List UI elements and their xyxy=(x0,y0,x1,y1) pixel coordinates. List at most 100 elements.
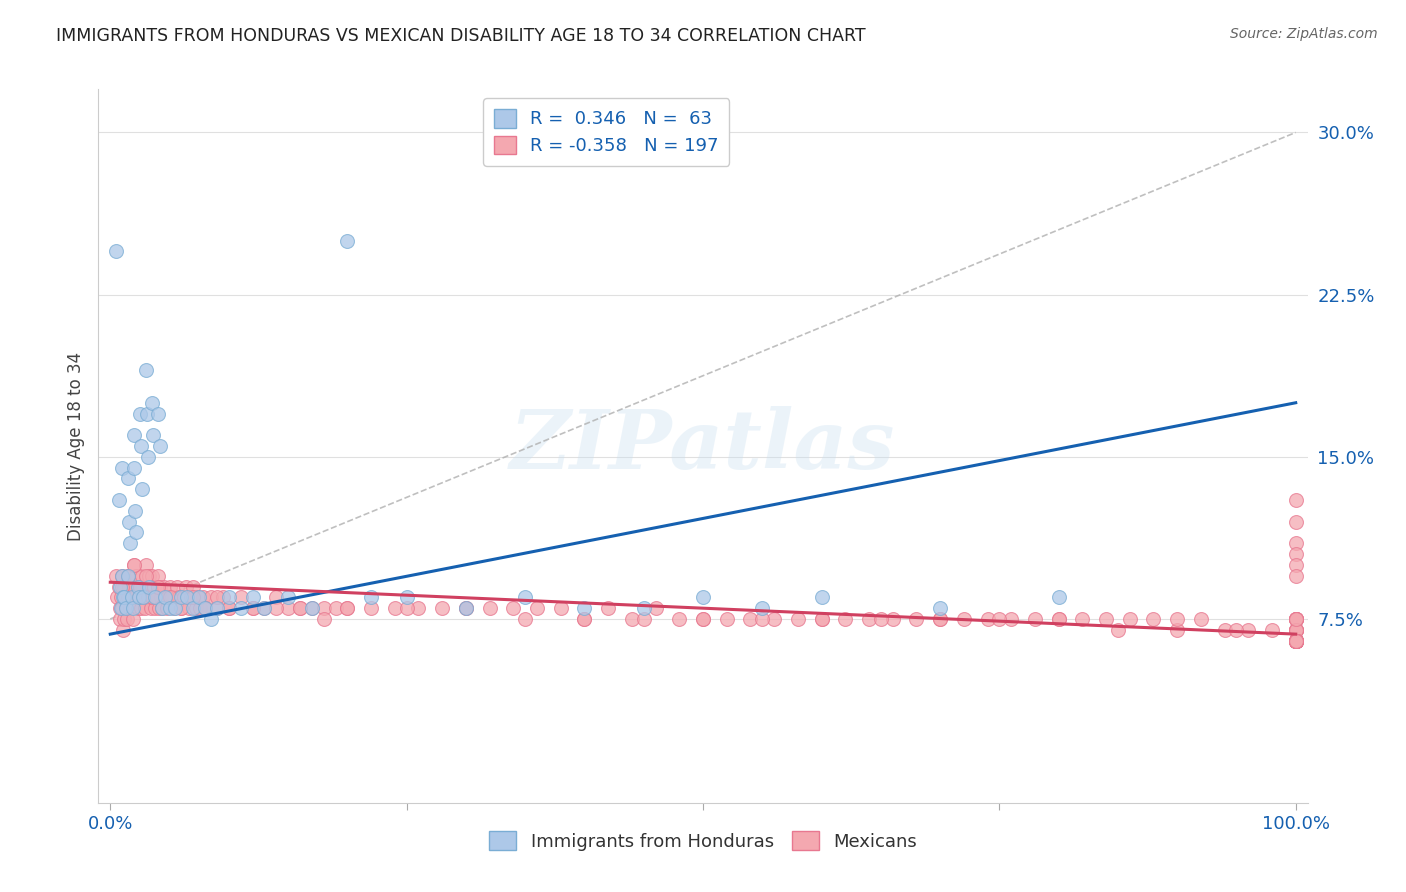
Point xyxy=(205,591,228,605)
Point xyxy=(166,580,188,594)
Point xyxy=(111,580,134,594)
Point xyxy=(1285,612,1308,626)
Point xyxy=(988,612,1011,626)
Point xyxy=(740,612,762,626)
Point xyxy=(218,591,240,605)
Point xyxy=(869,612,891,626)
Point xyxy=(1285,493,1308,508)
Point xyxy=(105,591,128,605)
Point xyxy=(253,601,276,615)
Point xyxy=(128,591,150,605)
Point xyxy=(1285,633,1308,648)
Point xyxy=(121,591,143,605)
Point xyxy=(132,591,155,605)
Point xyxy=(253,601,276,615)
Point xyxy=(229,591,252,605)
Legend: Immigrants from Honduras, Mexicans: Immigrants from Honduras, Mexicans xyxy=(482,824,924,858)
Point xyxy=(692,612,714,626)
Point xyxy=(149,580,172,594)
Point xyxy=(148,601,170,615)
Point xyxy=(277,591,299,605)
Point xyxy=(105,244,128,259)
Point xyxy=(395,601,418,615)
Point xyxy=(107,580,129,594)
Point xyxy=(127,601,149,615)
Point xyxy=(218,601,240,615)
Point xyxy=(336,601,359,615)
Point xyxy=(598,601,620,615)
Point xyxy=(1285,633,1308,648)
Point xyxy=(165,601,187,615)
Point xyxy=(184,601,207,615)
Point xyxy=(112,623,135,637)
Point xyxy=(200,591,222,605)
Point xyxy=(1285,612,1308,626)
Point xyxy=(1285,633,1308,648)
Point xyxy=(146,568,169,582)
Point xyxy=(152,580,174,594)
Point xyxy=(122,558,145,572)
Point xyxy=(515,591,537,605)
Point xyxy=(1285,633,1308,648)
Point xyxy=(143,580,166,594)
Point xyxy=(408,601,430,615)
Point xyxy=(107,493,129,508)
Point xyxy=(1285,612,1308,626)
Point xyxy=(129,407,152,421)
Point xyxy=(668,612,690,626)
Point xyxy=(1285,623,1308,637)
Point xyxy=(159,591,181,605)
Text: IMMIGRANTS FROM HONDURAS VS MEXICAN DISABILITY AGE 18 TO 34 CORRELATION CHART: IMMIGRANTS FROM HONDURAS VS MEXICAN DISA… xyxy=(56,27,866,45)
Point xyxy=(139,601,162,615)
Point xyxy=(1189,612,1212,626)
Point xyxy=(858,612,880,626)
Point xyxy=(181,580,204,594)
Point xyxy=(1000,612,1022,626)
Point xyxy=(1285,633,1308,648)
Point xyxy=(751,612,773,626)
Point xyxy=(142,591,165,605)
Point xyxy=(574,601,596,615)
Point xyxy=(1285,633,1308,648)
Point xyxy=(515,612,537,626)
Point xyxy=(153,591,176,605)
Point xyxy=(229,601,252,615)
Point xyxy=(1285,633,1308,648)
Point xyxy=(1047,612,1070,626)
Point xyxy=(121,612,143,626)
Point xyxy=(149,439,172,453)
Point xyxy=(1285,633,1308,648)
Point xyxy=(882,612,904,626)
Point xyxy=(124,504,146,518)
Point xyxy=(117,568,139,582)
Point xyxy=(122,558,145,572)
Point xyxy=(114,591,136,605)
Point xyxy=(1213,623,1236,637)
Point xyxy=(976,612,998,626)
Point xyxy=(134,601,156,615)
Point xyxy=(1285,633,1308,648)
Point xyxy=(136,591,159,605)
Point xyxy=(152,601,174,615)
Point xyxy=(117,568,139,582)
Point xyxy=(129,439,152,453)
Point xyxy=(1285,633,1308,648)
Point xyxy=(301,601,323,615)
Point xyxy=(121,601,143,615)
Point xyxy=(122,428,145,442)
Point xyxy=(159,580,181,594)
Point xyxy=(242,601,264,615)
Point xyxy=(122,580,145,594)
Point xyxy=(336,234,359,248)
Point xyxy=(1285,612,1308,626)
Point xyxy=(114,580,136,594)
Point xyxy=(188,591,211,605)
Point xyxy=(1285,633,1308,648)
Point xyxy=(454,601,477,615)
Point xyxy=(929,601,952,615)
Point xyxy=(633,601,655,615)
Point xyxy=(200,612,222,626)
Point xyxy=(191,591,214,605)
Point xyxy=(1285,633,1308,648)
Point xyxy=(692,591,714,605)
